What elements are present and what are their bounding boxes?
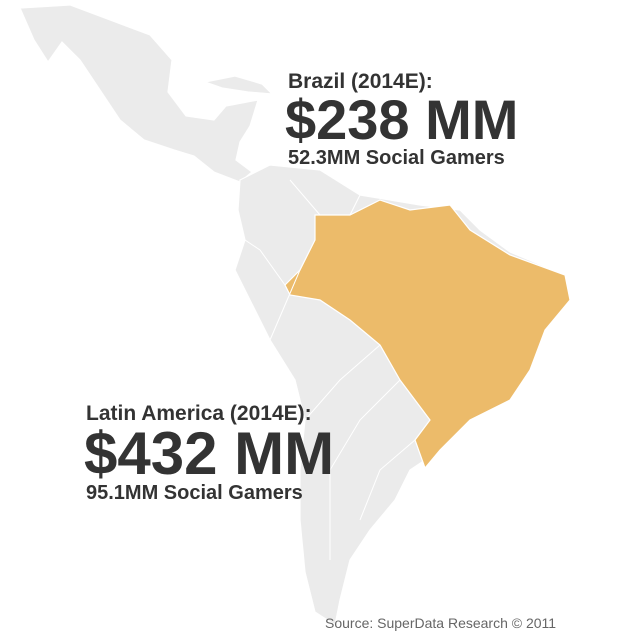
cuba bbox=[202, 75, 274, 95]
brazil-label: Brazil (2014E): bbox=[288, 70, 433, 93]
source: Source: SuperData Research © 2011 bbox=[325, 615, 556, 631]
brazil bbox=[284, 199, 571, 470]
latam-revenue: $432 MM bbox=[84, 420, 334, 487]
map bbox=[19, 4, 571, 626]
brazil-gamers: 52.3MM Social Gamers bbox=[288, 147, 505, 169]
mexico-central-america bbox=[19, 4, 259, 183]
country-borders bbox=[244, 179, 416, 560]
latam-label: Latin America (2014E): bbox=[86, 402, 312, 425]
latam-gamers: 95.1MM Social Gamers bbox=[86, 482, 303, 504]
brazil-revenue: $238 MM bbox=[285, 88, 518, 151]
